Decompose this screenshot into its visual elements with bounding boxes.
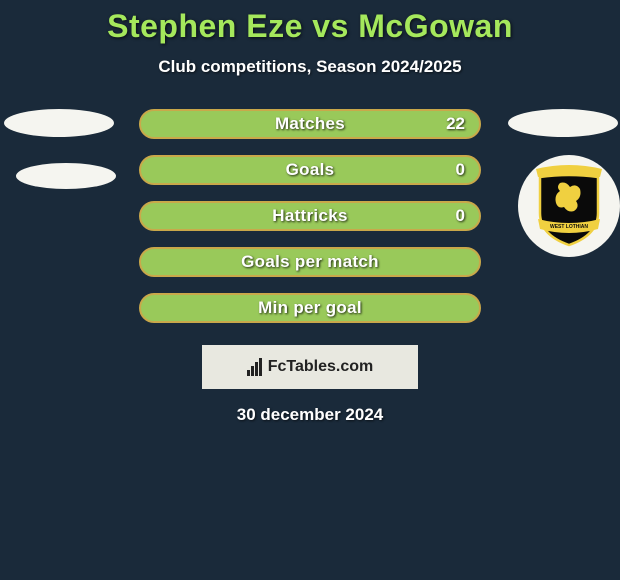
date-label: 30 december 2024 — [0, 405, 620, 425]
stat-bar-hattricks: Hattricks 0 — [139, 201, 481, 231]
stat-label: Min per goal — [258, 298, 362, 318]
stat-label: Matches — [275, 114, 345, 134]
stat-value: 0 — [456, 206, 465, 226]
stat-bar-matches: Matches 22 — [139, 109, 481, 139]
stat-label: Goals — [286, 160, 335, 180]
brand-footer: FcTables.com — [202, 345, 418, 389]
player-right-shape-1 — [508, 109, 618, 137]
page-title: Stephen Eze vs McGowan — [0, 8, 620, 45]
svg-text:WEST LOTHIAN: WEST LOTHIAN — [550, 224, 588, 230]
stat-value: 0 — [456, 160, 465, 180]
player-left-shape-1 — [4, 109, 114, 137]
stat-bar-min-per-goal: Min per goal — [139, 293, 481, 323]
comparison-card: Stephen Eze vs McGowan Club competitions… — [0, 0, 620, 425]
stat-label: Hattricks — [272, 206, 347, 226]
brand-logo-icon — [247, 358, 262, 376]
stat-bar-goals-per-match: Goals per match — [139, 247, 481, 277]
stat-bar-goals: Goals 0 — [139, 155, 481, 185]
player-left-shape-2 — [16, 163, 116, 189]
stats-area: WEST LOTHIAN Matches 22 Goals 0 Hattrick… — [0, 109, 620, 425]
stat-bars: Matches 22 Goals 0 Hattricks 0 Goals per… — [139, 109, 481, 323]
subtitle: Club competitions, Season 2024/2025 — [0, 57, 620, 77]
club-crest-icon: WEST LOTHIAN — [530, 163, 608, 249]
stat-label: Goals per match — [241, 252, 379, 272]
brand-name: FcTables.com — [268, 358, 374, 376]
stat-value: 22 — [446, 114, 465, 134]
club-crest-container: WEST LOTHIAN — [518, 155, 620, 257]
